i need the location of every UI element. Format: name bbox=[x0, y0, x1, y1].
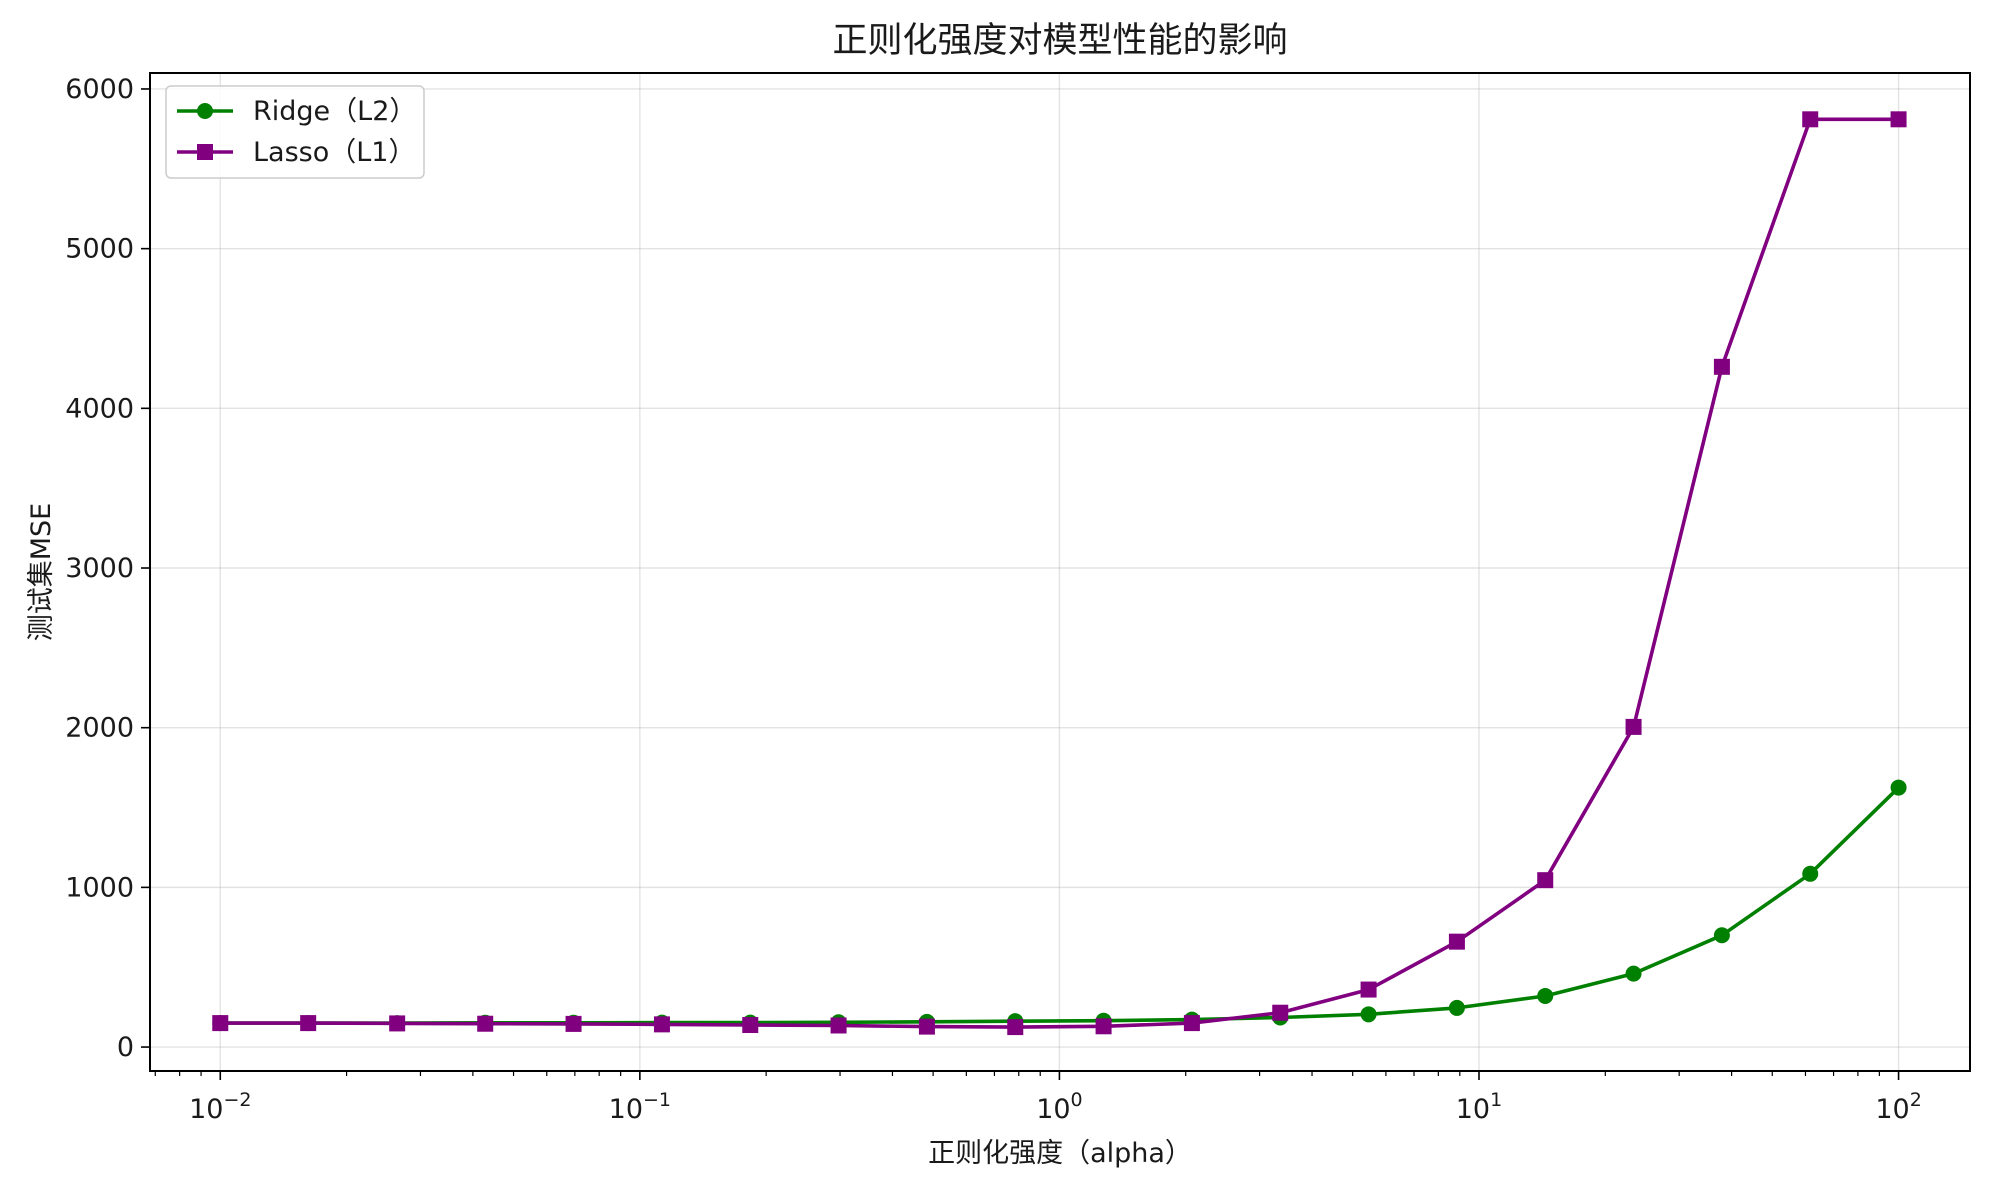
series-group bbox=[212, 111, 1907, 1036]
ridge-data-point bbox=[1713, 927, 1730, 944]
lasso-data-point bbox=[477, 1015, 494, 1032]
y-tick-label: 1000 bbox=[65, 872, 134, 903]
y-tick-label: 6000 bbox=[65, 74, 134, 105]
lasso-data-point bbox=[1095, 1018, 1112, 1035]
x-axis-label: 正则化强度（alpha） bbox=[928, 1138, 1192, 1169]
lasso-data-point bbox=[1448, 933, 1465, 950]
legend-lasso-marker bbox=[197, 144, 213, 160]
legend-lasso-label: Lasso（L1） bbox=[253, 137, 415, 168]
x-axis: 10−2 10−1 100 101 102 bbox=[154, 1071, 1922, 1125]
x-tick-label: 100 bbox=[1036, 1089, 1082, 1125]
ridge-data-point bbox=[1625, 965, 1642, 982]
lasso-data-point bbox=[1183, 1015, 1200, 1032]
x-tick-label: 10−1 bbox=[609, 1089, 671, 1125]
ridge-data-point bbox=[1360, 1006, 1377, 1023]
lasso-data-point bbox=[565, 1015, 582, 1032]
lasso-data-point bbox=[653, 1016, 670, 1033]
legend-box bbox=[165, 85, 425, 179]
x-tick-label: 102 bbox=[1875, 1089, 1921, 1125]
y-tick-label: 4000 bbox=[65, 393, 134, 424]
legend-ridge-label: Ridge（L2） bbox=[253, 96, 416, 127]
chart-title: 正则化强度对模型性能的影响 bbox=[832, 21, 1287, 61]
lasso-data-point bbox=[1007, 1019, 1024, 1036]
grid bbox=[150, 73, 1970, 1071]
ridge-data-point bbox=[1890, 779, 1907, 796]
lasso-series-line bbox=[220, 117, 1899, 1029]
x-tick-label: 101 bbox=[1456, 1089, 1502, 1125]
lasso-data-point bbox=[830, 1017, 847, 1034]
lasso-data-point bbox=[918, 1018, 935, 1035]
legend-ridge-marker bbox=[197, 103, 213, 119]
y-axis: 0 1000 2000 3000 4000 5000 6000 bbox=[65, 74, 150, 1063]
lasso-data-point bbox=[742, 1017, 759, 1034]
y-tick-label: 0 bbox=[117, 1032, 134, 1063]
lasso-data-point bbox=[1802, 111, 1819, 128]
lasso-data-point bbox=[300, 1015, 317, 1032]
y-tick-label: 2000 bbox=[65, 713, 134, 744]
lasso-data-point bbox=[212, 1015, 229, 1032]
lasso-data-point bbox=[1360, 981, 1377, 998]
lasso-data-point bbox=[1537, 872, 1554, 889]
legend: Ridge（L2） Lasso（L1） bbox=[165, 85, 425, 179]
lasso-data-point bbox=[1272, 1004, 1289, 1021]
lasso-data-point bbox=[1625, 718, 1642, 735]
ridge-data-point bbox=[1537, 987, 1554, 1004]
y-axis-label: 测试集MSE bbox=[26, 503, 57, 642]
y-tick-label: 3000 bbox=[65, 553, 134, 584]
lasso-data-point bbox=[1890, 111, 1907, 128]
lasso-data-point bbox=[1713, 358, 1730, 375]
ridge-data-point bbox=[1802, 865, 1819, 882]
x-tick-label: 10−2 bbox=[189, 1089, 251, 1125]
y-tick-label: 5000 bbox=[65, 234, 134, 265]
ridge-data-point bbox=[1448, 999, 1465, 1016]
lasso-data-point bbox=[389, 1015, 406, 1032]
